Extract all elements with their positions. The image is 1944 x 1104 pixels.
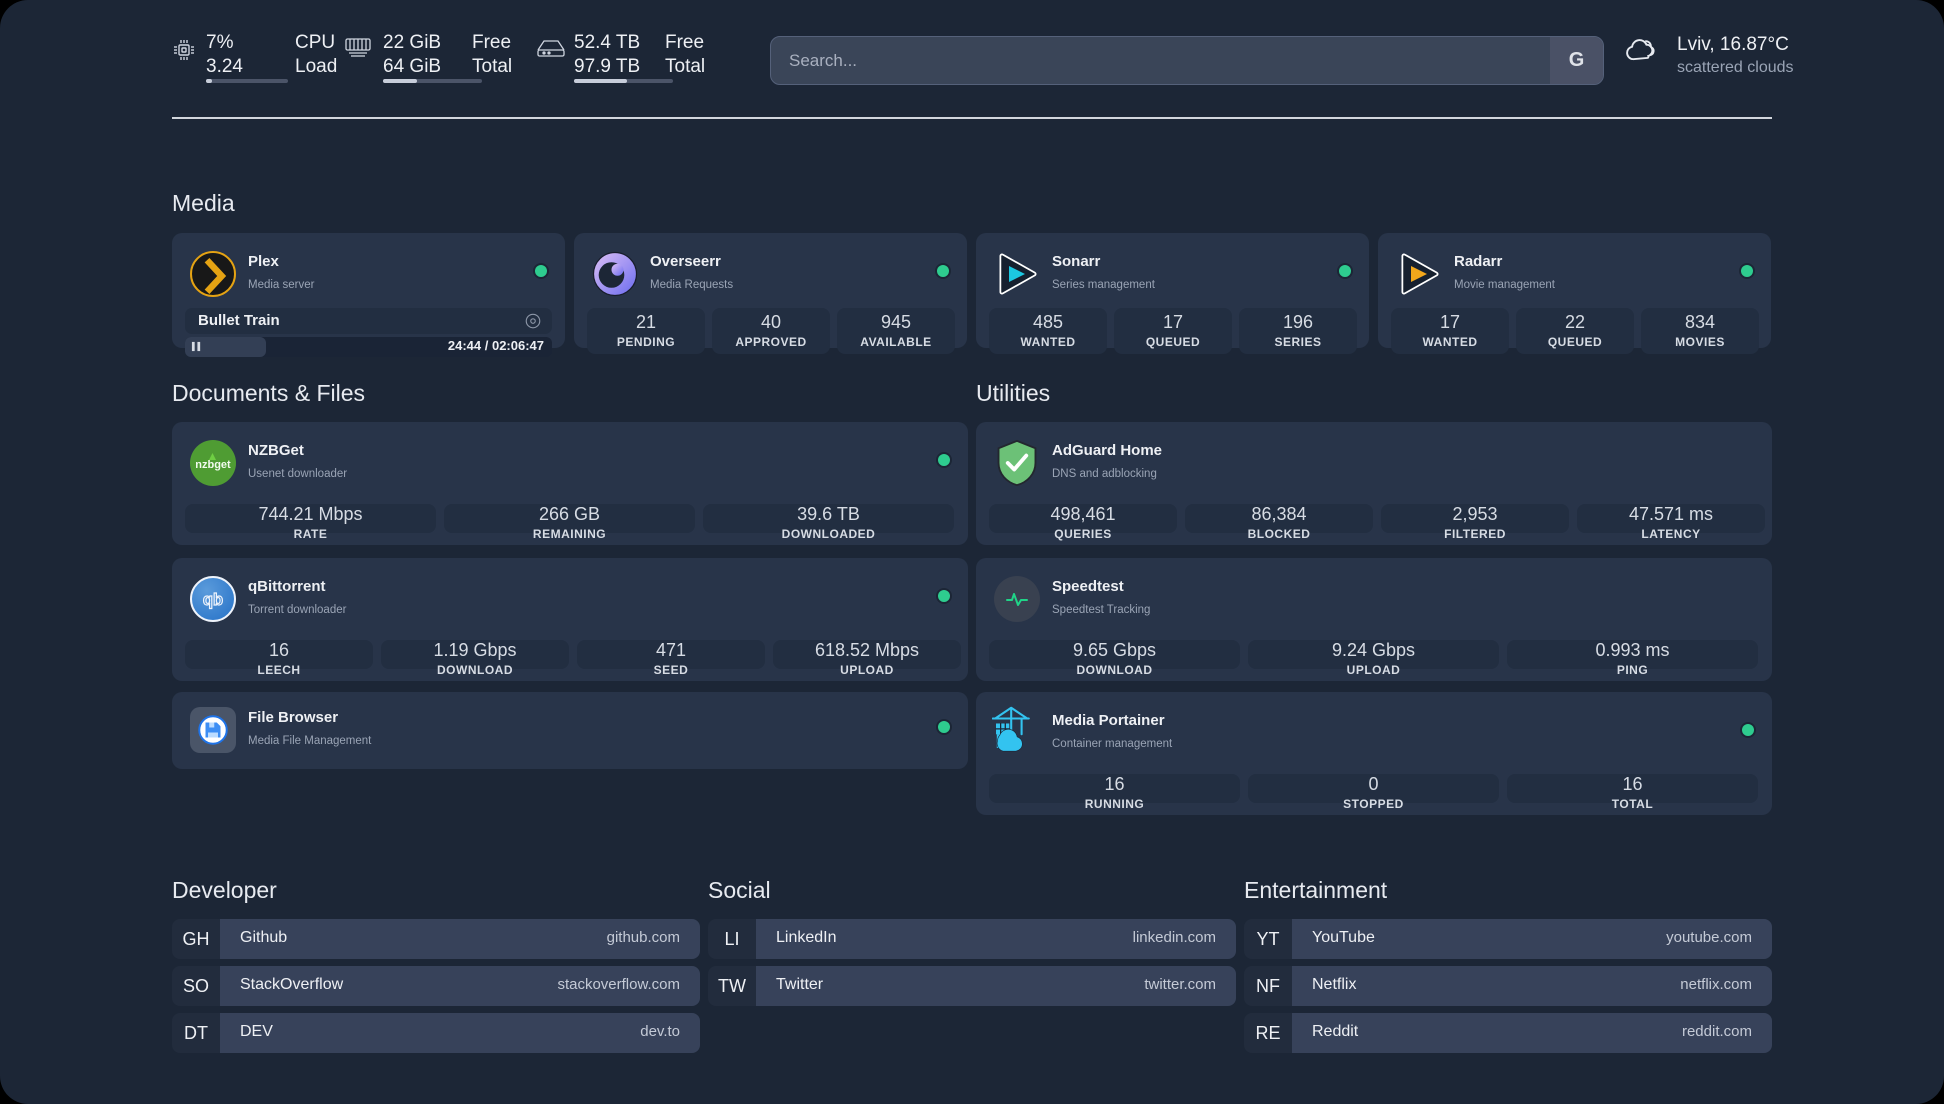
svg-text:qb: qb (203, 591, 223, 609)
